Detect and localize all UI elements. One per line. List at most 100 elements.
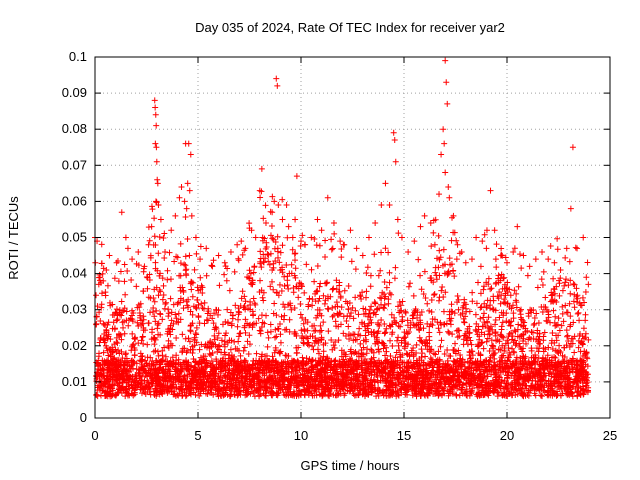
data-point (247, 298, 254, 305)
data-point (209, 349, 216, 356)
data-point (571, 349, 578, 356)
data-point (461, 319, 468, 326)
data-point (454, 292, 461, 299)
data-point (485, 281, 492, 288)
data-point (349, 304, 356, 311)
data-point (127, 315, 134, 322)
data-point (144, 362, 151, 369)
data-point (504, 372, 511, 379)
data-point (493, 241, 500, 248)
data-point (531, 320, 538, 327)
data-point (283, 352, 290, 359)
data-point (481, 310, 488, 317)
data-point (250, 269, 257, 276)
data-point (418, 338, 425, 345)
data-point (96, 309, 103, 316)
data-point (332, 339, 339, 346)
data-point (475, 342, 482, 349)
data-point (528, 309, 535, 316)
data-point (500, 274, 507, 281)
data-point (171, 258, 178, 265)
data-point (336, 279, 343, 286)
data-point (502, 384, 509, 391)
data-point (421, 391, 428, 398)
data-point (364, 322, 371, 329)
data-point (490, 293, 497, 300)
data-point (352, 336, 359, 343)
data-point (397, 302, 404, 309)
data-point (289, 246, 296, 253)
data-point (338, 347, 345, 354)
data-point (402, 309, 409, 316)
data-point (125, 322, 132, 329)
data-point (211, 336, 218, 343)
data-point (429, 322, 436, 329)
data-point (263, 352, 270, 359)
data-point (274, 254, 281, 261)
data-point (554, 246, 561, 253)
data-point (562, 254, 569, 261)
data-point (487, 323, 494, 330)
data-point (250, 295, 257, 302)
data-point (573, 298, 580, 305)
data-point (147, 252, 154, 259)
data-point (279, 196, 286, 203)
data-point (358, 296, 365, 303)
data-point (379, 340, 386, 347)
data-point (509, 302, 516, 309)
data-point (567, 277, 574, 284)
data-point (580, 335, 587, 342)
data-point (322, 237, 329, 244)
data-point (277, 331, 284, 338)
data-point (177, 284, 184, 291)
data-point (401, 345, 408, 352)
data-point (562, 302, 569, 309)
data-point (474, 343, 481, 350)
data-point (417, 312, 424, 319)
data-point (201, 299, 208, 306)
data-point (486, 331, 493, 338)
data-point (297, 300, 304, 307)
data-point (121, 305, 128, 312)
data-point (477, 304, 484, 311)
data-point (524, 272, 531, 279)
data-point (231, 391, 238, 398)
data-point (196, 346, 203, 353)
data-point (252, 301, 259, 308)
data-point (497, 383, 504, 390)
data-point (215, 393, 222, 400)
data-point (563, 327, 570, 334)
data-point (550, 275, 557, 282)
data-point (165, 313, 172, 320)
data-point (340, 313, 347, 320)
data-point (275, 292, 282, 299)
data-point (432, 351, 439, 358)
data-point (404, 391, 411, 398)
data-point (352, 294, 359, 301)
data-point (582, 288, 589, 295)
data-point (345, 306, 352, 313)
data-point (492, 386, 499, 393)
data-point (320, 319, 327, 326)
data-point (184, 347, 191, 354)
data-point (183, 266, 190, 273)
data-point (155, 352, 162, 359)
data-point (410, 311, 417, 318)
data-point (549, 330, 556, 337)
data-point (461, 296, 468, 303)
data-point (167, 276, 174, 283)
data-point (111, 354, 118, 361)
data-point (410, 344, 417, 351)
data-point (344, 300, 351, 307)
data-point (453, 256, 460, 263)
data-point (377, 294, 384, 301)
data-point (138, 337, 145, 344)
data-point (361, 356, 368, 363)
data-point (318, 327, 325, 334)
data-point (444, 269, 451, 276)
data-point (180, 297, 187, 304)
data-point (318, 337, 325, 344)
data-point (134, 319, 141, 326)
data-point (445, 270, 452, 277)
